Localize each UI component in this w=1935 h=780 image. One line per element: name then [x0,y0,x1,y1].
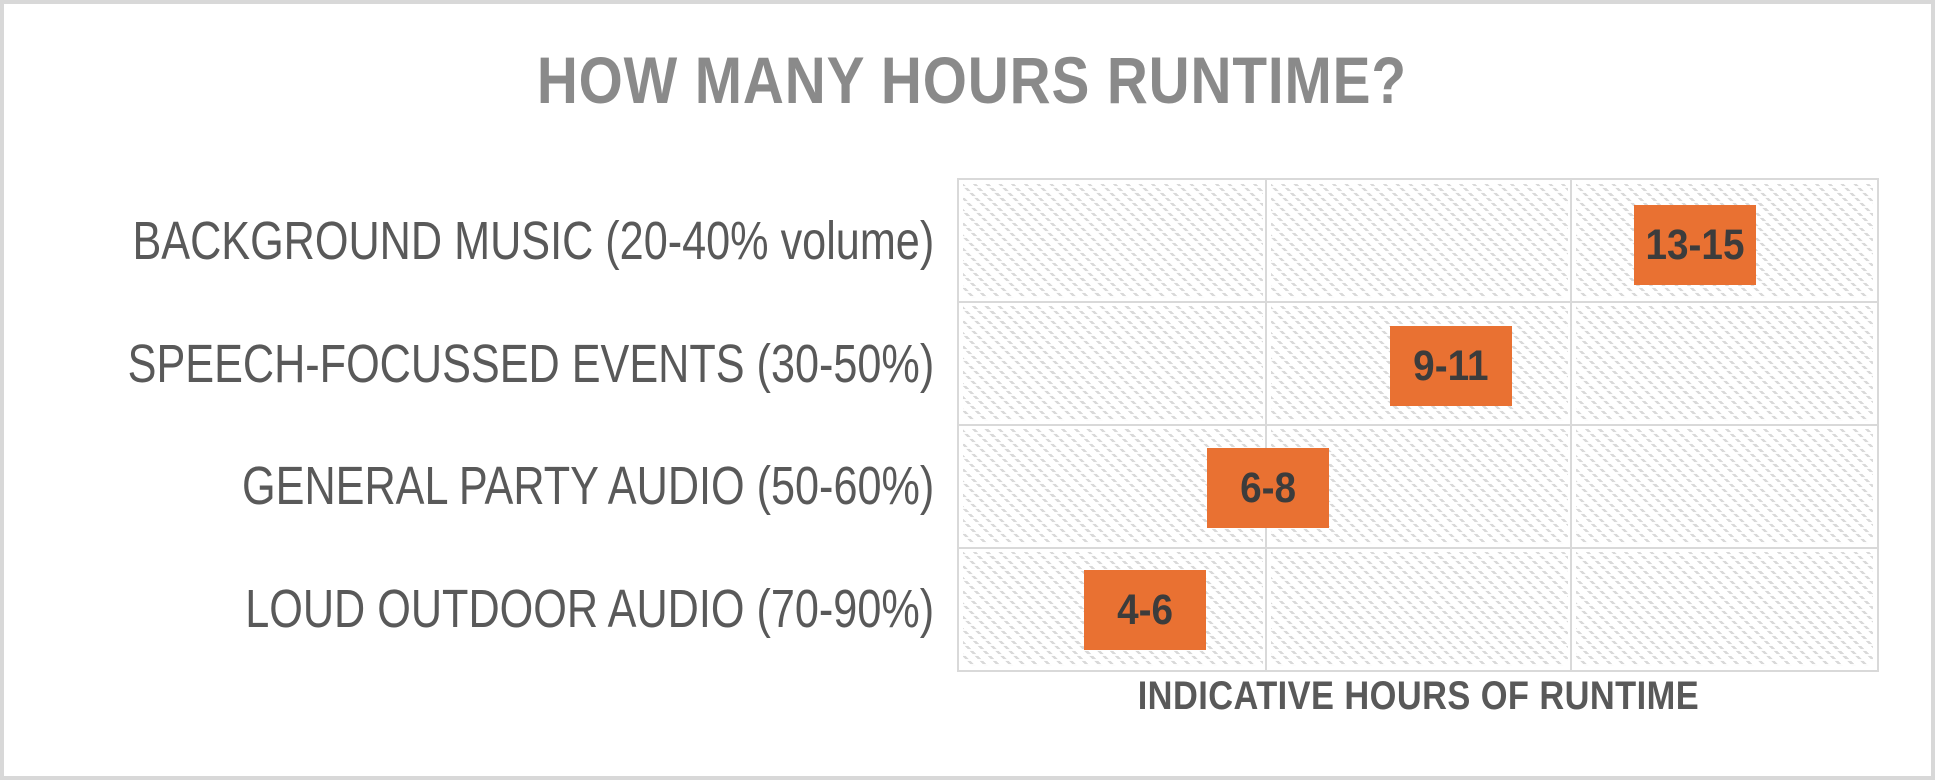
horizontal-gridline [959,424,1877,426]
category-label-speech-events: SPEECH-FOCUSSED EVENTS (30-50%) [127,333,934,394]
range-box-background-music: 13-15 [1634,205,1756,285]
range-box-speech-events: 9-11 [1390,326,1512,406]
plot-cell [963,306,1263,421]
plot-cell [1576,552,1873,666]
range-box-general-party: 6-8 [1207,448,1329,528]
plot-cell [1271,184,1568,298]
x-axis-title: INDICATIVE HOURS OF RUNTIME [1137,673,1699,718]
plot-cell [1576,429,1873,544]
plot-cell [963,184,1263,298]
horizontal-gridline [959,301,1877,303]
category-label-general-party: GENERAL PARTY AUDIO (50-60%) [241,455,934,516]
chart-title-text: HOW MANY HOURS RUNTIME? [536,43,1407,117]
plot-cell [1576,306,1873,421]
category-label-background-music: BACKGROUND MUSIC (20-40% volume) [132,210,934,271]
plot-cell [1271,552,1568,666]
chart-title: HOW MANY HOURS RUNTIME? [4,42,1935,118]
category-label-loud-outdoor: LOUD OUTDOOR AUDIO (70-90%) [245,578,934,639]
horizontal-gridline [959,547,1877,549]
range-box-loud-outdoor: 4-6 [1084,570,1206,650]
